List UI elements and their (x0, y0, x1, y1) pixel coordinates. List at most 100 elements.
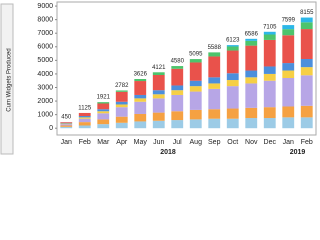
x-tick-label: Nov (245, 139, 258, 146)
y-tick-label: 8000 (37, 16, 53, 23)
bar-segment (171, 94, 184, 112)
bar-segment (171, 90, 184, 95)
y-tick-label: 3000 (37, 84, 53, 91)
bar-segment (171, 85, 184, 91)
bar-segment (152, 112, 165, 121)
bar-segment (134, 94, 147, 99)
y-tick-label: 7000 (37, 30, 53, 37)
bar-segment (152, 72, 165, 76)
year-label: 2019 (290, 149, 306, 156)
bar-segment (245, 38, 258, 41)
bar-segment (97, 119, 110, 125)
bar-segment (208, 118, 221, 129)
x-tick-label: Jan (61, 139, 72, 146)
total-label: 4580 (171, 59, 185, 65)
axis-selector[interactable] (0, 3, 14, 155)
x-tick-label: Feb (301, 139, 313, 146)
bar-segment (245, 45, 258, 71)
bar-segment (263, 118, 276, 129)
bar-segment (97, 109, 110, 112)
bar-segment (263, 73, 276, 81)
y-tick-label: 1000 (37, 111, 53, 118)
bar-segment (171, 68, 184, 86)
total-label: 6586 (245, 31, 259, 37)
bar-segment (226, 50, 239, 74)
bar-segment (226, 46, 239, 51)
bar-segment (300, 105, 313, 118)
bar-segment (134, 113, 147, 122)
bar-segment (263, 80, 276, 108)
bar-segment (245, 77, 258, 84)
bar-segment (300, 22, 313, 30)
bar-segment (208, 56, 221, 78)
bar-segment (152, 98, 165, 113)
bar-segment (282, 29, 295, 36)
bar-segment (60, 126, 73, 129)
bar-segment (189, 109, 202, 120)
bar-segment (152, 90, 165, 95)
bar-segment (300, 59, 313, 68)
bar-segment (97, 124, 110, 129)
bar-segment (78, 112, 91, 116)
bar-segment (282, 70, 295, 78)
y-axis-label: Cum Widgets Produced (7, 48, 13, 111)
bar-segment (152, 120, 165, 129)
bar-segment (226, 118, 239, 129)
bar-segment (134, 79, 147, 82)
x-tick-label: Oct (227, 139, 238, 146)
y-tick-label: 0 (49, 125, 53, 132)
bar-segment (171, 120, 184, 129)
x-tick-label: Sep (208, 139, 221, 146)
bar-segment (208, 52, 221, 57)
bar-segment (282, 106, 295, 118)
bar-segment (60, 123, 73, 125)
bar-segment (78, 125, 91, 129)
x-tick-label: Aug (190, 139, 203, 146)
bar-segment (226, 86, 239, 109)
bar-segment (115, 122, 128, 129)
x-tick-label: Jul (173, 139, 182, 146)
total-label: 7105 (263, 24, 277, 30)
bar-segment (97, 113, 110, 120)
year-label: 2018 (160, 149, 176, 156)
total-label: 5095 (189, 52, 203, 58)
bar-segment (78, 118, 91, 123)
bar-segment (226, 45, 239, 47)
bar-segment (245, 107, 258, 119)
bar-segment (226, 80, 239, 87)
bar-segment (189, 80, 202, 87)
y-tick-label: 2000 (37, 98, 53, 105)
y-tick-label: 6000 (37, 44, 53, 51)
bar-segment (263, 39, 276, 67)
bar-segment (208, 109, 221, 119)
x-tick-label: Jun (153, 139, 164, 146)
bar-segment (189, 59, 202, 63)
bar-segment (245, 83, 258, 108)
y-tick-label: 4000 (37, 71, 53, 78)
bar-segment (78, 116, 91, 118)
x-tick-label: Apr (116, 139, 128, 146)
bar-segment (60, 122, 73, 124)
bar-segment (245, 40, 258, 46)
x-tick-label: Dec (264, 139, 277, 146)
bar-segment (282, 78, 295, 107)
plot-area (56, 1, 317, 136)
bar-segment (263, 107, 276, 119)
bar-segment (115, 107, 128, 117)
bar-segment (263, 31, 276, 35)
y-tick-label: 5000 (37, 57, 53, 64)
x-tick-label: Mar (97, 139, 110, 146)
x-tick-label: May (134, 139, 148, 146)
bar-segment (115, 116, 128, 123)
bar-segment (282, 117, 295, 129)
bar-segment (263, 34, 276, 40)
bar-segment (263, 66, 276, 74)
bar-segment (134, 101, 147, 114)
bar-segment (300, 75, 313, 106)
total-label: 8155 (300, 10, 314, 16)
bar-segment (300, 117, 313, 129)
bar-segment (189, 62, 202, 81)
y-tick-label: 9000 (37, 3, 53, 10)
bar-segment (208, 88, 221, 110)
bar-segment (134, 81, 147, 95)
